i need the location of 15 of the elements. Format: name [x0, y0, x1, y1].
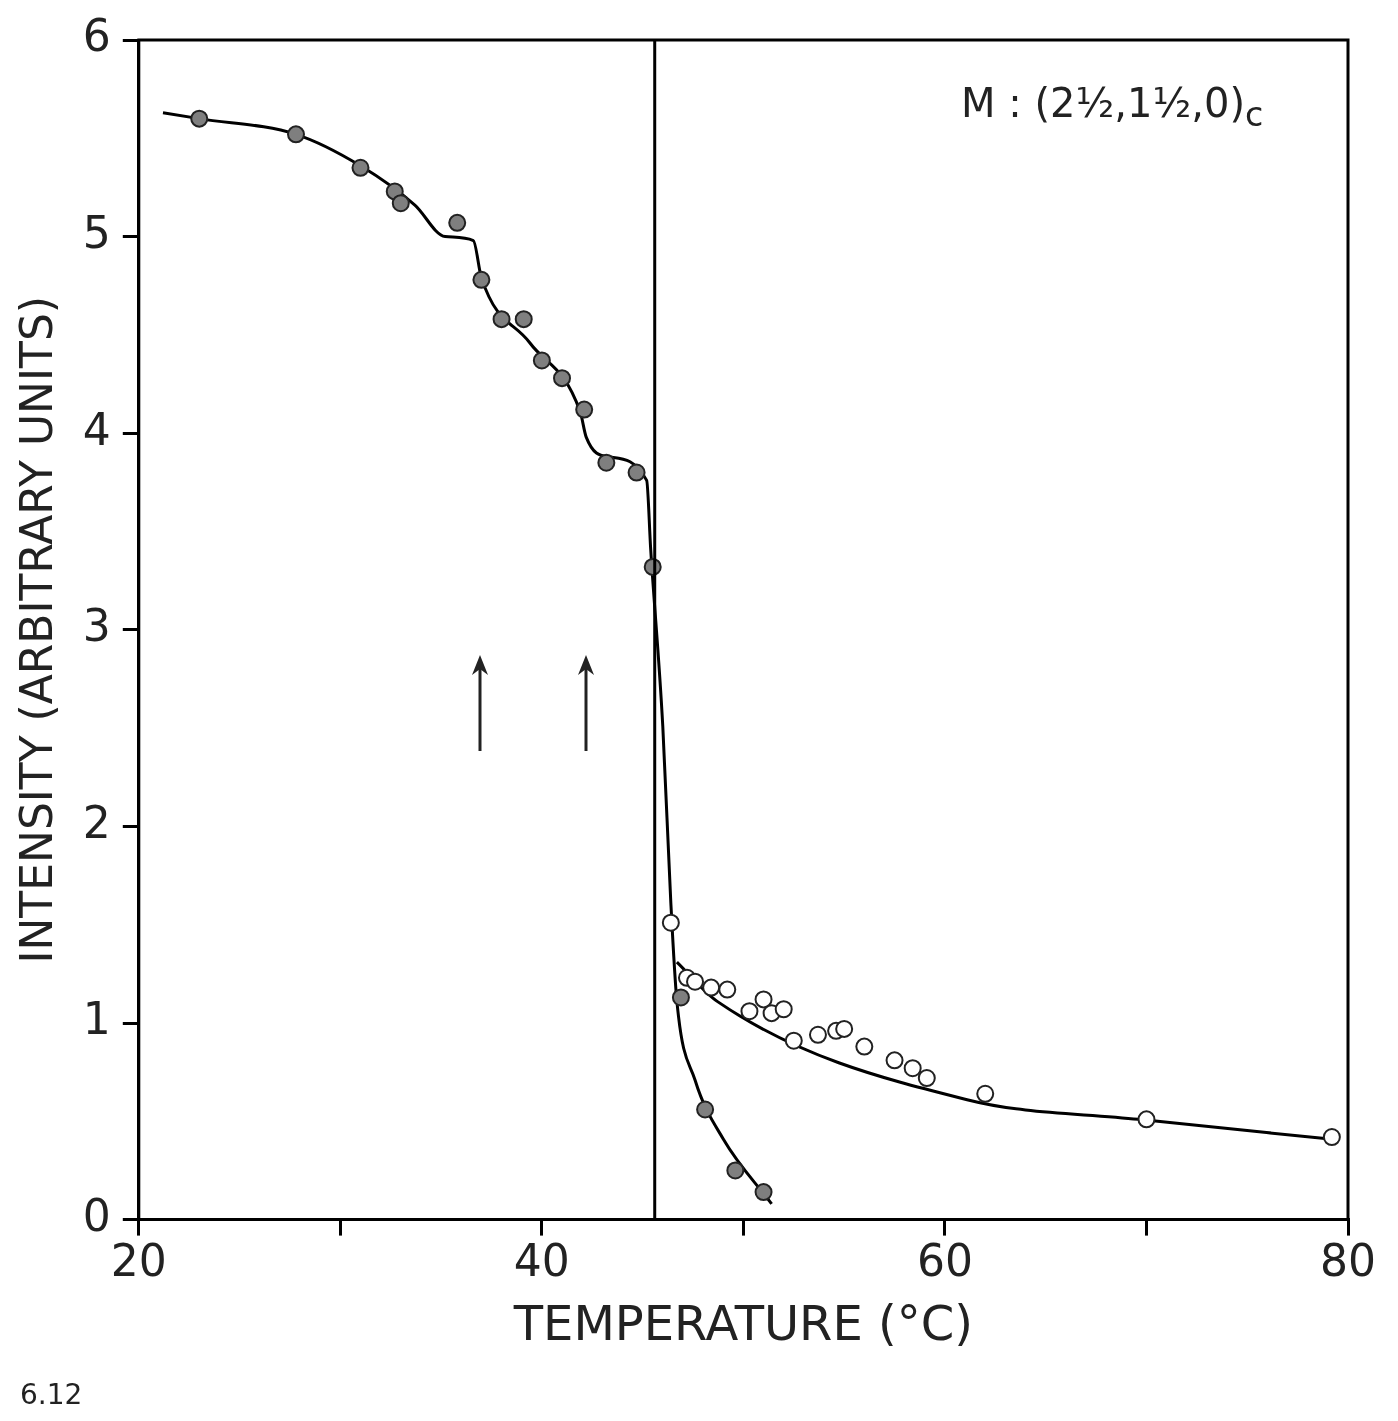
y-tick-label: 3 — [82, 600, 111, 652]
y-tick-label: 1 — [82, 993, 111, 1045]
x-tick-label: 40 — [513, 1235, 570, 1287]
y-tick-label: 5 — [82, 207, 111, 259]
text: 6.12 — [20, 1378, 83, 1411]
y-axis-title: INTENSITY (ARBITRARY UNITS) — [10, 296, 62, 964]
y-tick-label: 4 — [82, 403, 111, 455]
y-tick-label: 6 — [82, 10, 111, 62]
x-tick-label: 20 — [110, 1235, 167, 1287]
annotation: M : (2½,1½,0)$_{c}$ — [961, 80, 1264, 134]
x-tick-label: 60 — [916, 1235, 973, 1287]
x-axis-title: TEMPERATURE (°C) — [512, 1294, 974, 1351]
x-tick-label: 80 — [1320, 1235, 1376, 1287]
y-tick-label: 0 — [82, 1190, 111, 1242]
y-tick-label: 2 — [82, 796, 111, 848]
